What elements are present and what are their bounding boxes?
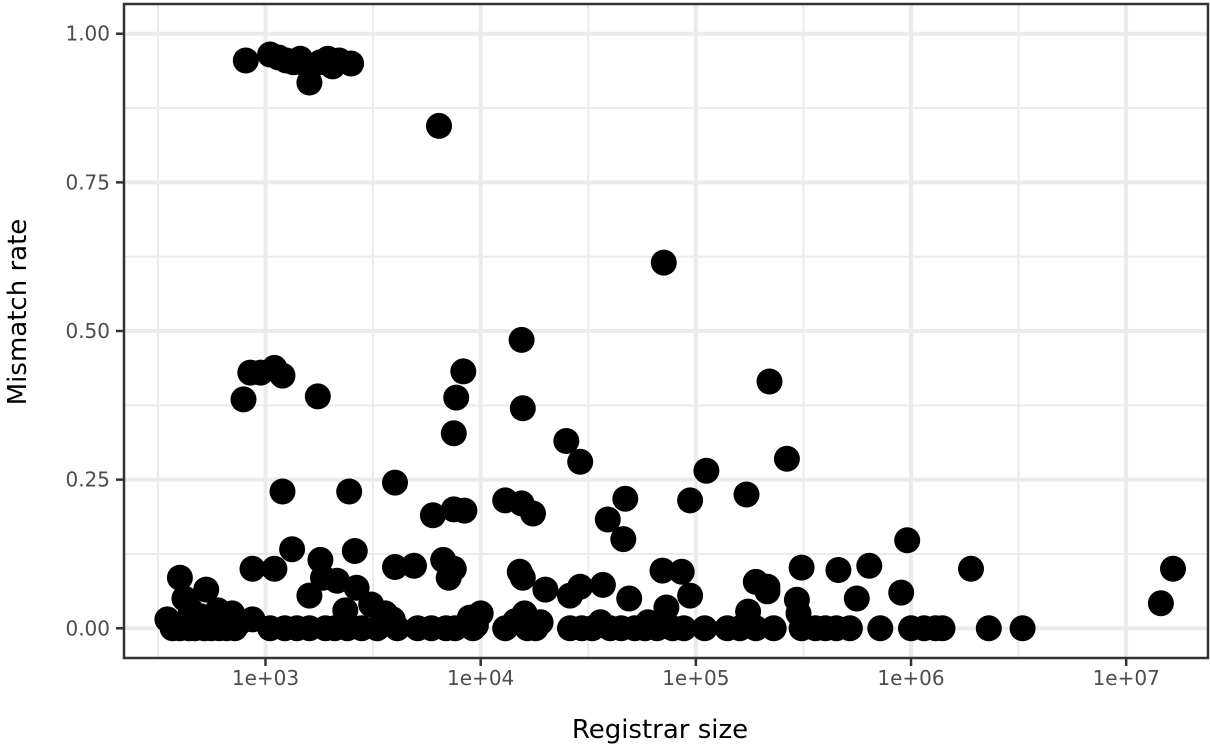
data-point [553, 428, 580, 454]
data-point [653, 594, 680, 621]
data-point [1009, 615, 1036, 642]
data-point [557, 582, 583, 609]
y-tick-label: 1.00 [65, 22, 110, 46]
data-point [958, 555, 984, 582]
data-point [668, 558, 695, 585]
data-point [589, 571, 616, 598]
data-point [509, 564, 536, 591]
data-point [788, 554, 815, 581]
data-point [520, 500, 546, 527]
data-point [459, 615, 486, 642]
data-point [193, 576, 220, 603]
data-point [532, 576, 559, 603]
data-point [279, 536, 306, 563]
data-point [324, 567, 350, 594]
data-point [756, 368, 783, 395]
data-point [166, 564, 193, 591]
data-point [382, 469, 408, 496]
data-point [693, 457, 720, 484]
data-point [612, 485, 639, 512]
data-point [364, 615, 391, 642]
data-point [304, 383, 331, 410]
data-point [825, 557, 852, 583]
data-point [382, 554, 408, 580]
data-point [296, 582, 323, 609]
data-point [341, 538, 368, 564]
data-point [1160, 555, 1186, 582]
data-point [754, 578, 781, 605]
data-point [426, 112, 452, 139]
data-point [1147, 590, 1174, 617]
data-point [888, 579, 915, 606]
data-point [567, 448, 594, 475]
data-points [154, 41, 1186, 642]
y-axis-title: Mismatch rate [3, 219, 33, 406]
data-point [742, 615, 769, 642]
data-point [843, 585, 870, 612]
data-point [610, 526, 637, 553]
data-point [232, 47, 259, 74]
data-point [760, 615, 787, 642]
data-point [650, 249, 677, 276]
data-point [239, 555, 266, 582]
data-point [269, 362, 296, 389]
data-point [856, 552, 883, 579]
data-point [401, 552, 427, 579]
data-point [221, 615, 248, 642]
data-point [442, 615, 468, 642]
data-point [440, 420, 467, 447]
data-point [677, 487, 704, 514]
data-point [894, 527, 921, 554]
data-point [296, 69, 323, 96]
y-tick-label: 0.00 [65, 616, 110, 640]
data-point [508, 326, 535, 353]
data-point [616, 585, 643, 612]
x-axis: 1e+03 1e+04 1e+05 1e+06 1e+07 [232, 658, 1160, 690]
x-tick-label: 1e+04 [447, 666, 514, 690]
data-point [492, 615, 519, 642]
data-point [929, 615, 956, 642]
data-point [836, 615, 863, 642]
data-point [975, 615, 1002, 642]
data-point [338, 50, 365, 77]
x-tick-label: 1e+07 [1093, 666, 1160, 690]
x-tick-label: 1e+05 [662, 666, 729, 690]
y-tick-label: 0.50 [65, 319, 110, 343]
y-tick-label: 0.75 [65, 170, 110, 194]
data-point [384, 615, 411, 642]
x-axis-title: Registrar size [572, 715, 748, 745]
data-point [867, 615, 894, 642]
data-point [230, 386, 257, 413]
x-tick-label: 1e+03 [232, 666, 299, 690]
data-point [440, 555, 467, 582]
x-tick-label: 1e+06 [877, 666, 944, 690]
data-point [509, 395, 536, 422]
data-point [691, 615, 718, 642]
data-point [670, 615, 697, 642]
data-point [450, 358, 477, 385]
data-point [343, 574, 370, 601]
data-point [419, 502, 446, 529]
data-point [773, 445, 800, 472]
data-point [677, 582, 704, 609]
data-point [594, 506, 621, 533]
data-point [261, 555, 288, 582]
data-point [733, 481, 760, 508]
y-axis: 0.00 0.25 0.50 0.75 1.00 [65, 22, 124, 640]
data-point [443, 384, 470, 411]
data-point [649, 557, 676, 584]
data-point [451, 497, 478, 524]
data-point [336, 478, 363, 505]
y-tick-label: 0.25 [65, 468, 110, 492]
data-point [522, 615, 549, 642]
data-point [269, 478, 296, 505]
data-point [579, 615, 606, 642]
